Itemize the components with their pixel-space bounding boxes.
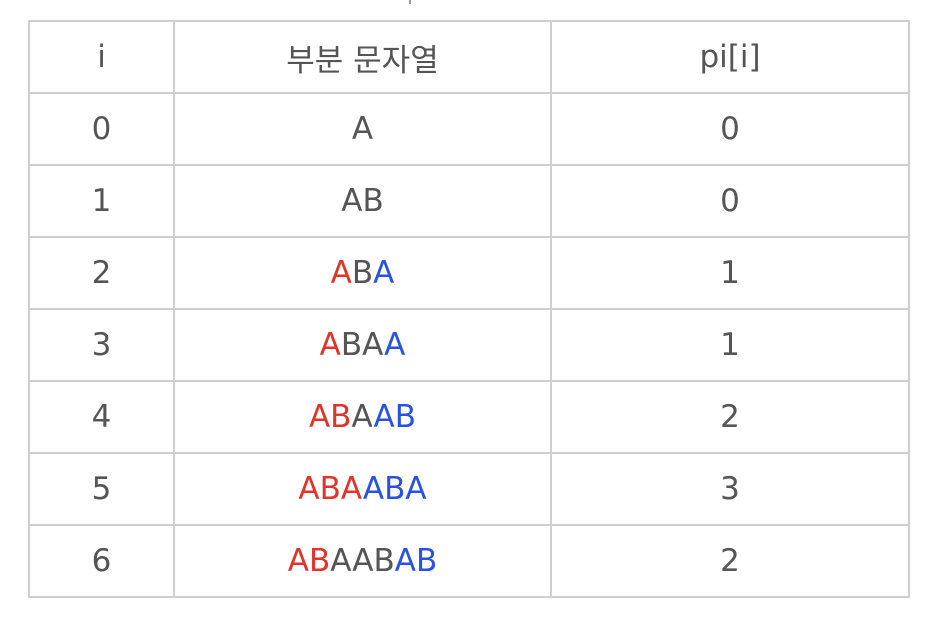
substring-segment-blue: AB: [373, 399, 417, 435]
cell-index: 0: [28, 92, 175, 166]
cell-substring: ABAABA: [173, 452, 552, 526]
cell-substring: ABA: [173, 236, 552, 310]
table-row: 1 AB 0: [28, 164, 910, 238]
substring-segment-gray: AB: [341, 183, 384, 219]
cell-substring: ABAABAB: [173, 524, 552, 598]
cell-pi: 3: [550, 452, 910, 526]
cell-index: 5: [28, 452, 175, 526]
substring-segment-blue: ABA: [362, 471, 427, 507]
table-row: 5 ABAABA 3: [28, 452, 910, 526]
top-edge-mark: [409, 0, 411, 4]
header-index: i: [28, 20, 175, 94]
table-row: 2 ABA 1: [28, 236, 910, 310]
substring-segment-gray: AAB: [330, 543, 395, 579]
cell-pi: 0: [550, 164, 910, 238]
substring-segment-red: AB: [308, 399, 352, 435]
cell-substring: AB: [173, 164, 552, 238]
table-row: 0 A 0: [28, 92, 910, 166]
substring-segment-blue: A: [373, 255, 395, 291]
cell-index: 1: [28, 164, 175, 238]
substring-segment-gray: B: [351, 255, 374, 291]
header-substring: 부분 문자열: [173, 20, 552, 94]
substring-segment-red: ABA: [298, 471, 363, 507]
cell-substring: ABAAB: [173, 380, 552, 454]
table-row: 3 ABAA 1: [28, 308, 910, 382]
cell-index: 2: [28, 236, 175, 310]
cell-index: 6: [28, 524, 175, 598]
cell-index: 3: [28, 308, 175, 382]
substring-segment-red: A: [330, 255, 352, 291]
cell-substring: A: [173, 92, 552, 166]
table-header-row: i 부분 문자열 pi[i]: [28, 20, 910, 94]
substring-segment-blue: A: [384, 327, 406, 363]
cell-substring: ABAA: [173, 308, 552, 382]
table-body: 0 A 0 1 AB 0 2 ABA 1 3 ABAA 1 4 ABAAB 2 …: [28, 92, 910, 598]
cell-pi: 0: [550, 92, 910, 166]
substring-segment-red: A: [319, 327, 341, 363]
table-row: 6 ABAABAB 2: [28, 524, 910, 598]
cell-pi: 1: [550, 308, 910, 382]
header-pi: pi[i]: [550, 20, 910, 94]
substring-segment-red: AB: [287, 543, 331, 579]
substring-segment-blue: AB: [394, 543, 438, 579]
table-row: 4 ABAAB 2: [28, 380, 910, 454]
substring-segment-gray: A: [351, 399, 374, 435]
prefix-function-table: i 부분 문자열 pi[i] 0 A 0 1 AB 0 2 ABA 1 3 AB…: [28, 20, 910, 598]
cell-index: 4: [28, 380, 175, 454]
cell-pi: 2: [550, 380, 910, 454]
cell-pi: 1: [550, 236, 910, 310]
substring-segment-gray: A: [351, 111, 374, 147]
cell-pi: 2: [550, 524, 910, 598]
substring-segment-gray: BA: [340, 327, 385, 363]
